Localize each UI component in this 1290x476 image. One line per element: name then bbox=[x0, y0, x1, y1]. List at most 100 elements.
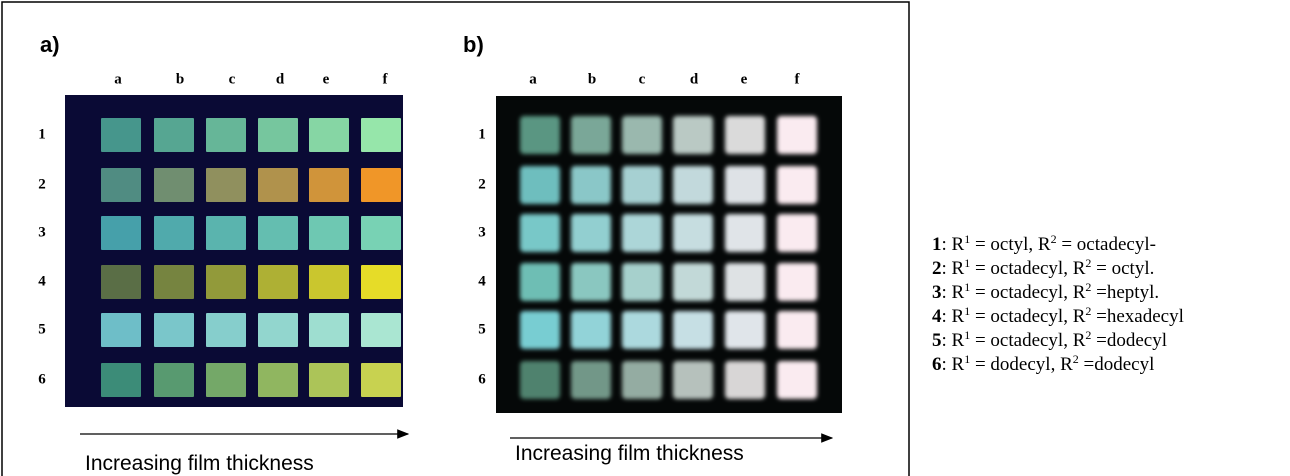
spot bbox=[571, 263, 611, 301]
spot bbox=[622, 311, 662, 349]
spot bbox=[154, 168, 194, 202]
row-label: 3 bbox=[38, 224, 46, 240]
legend-entry: 4: R1 = octadecyl, R2 =hexadecyl bbox=[932, 304, 1184, 327]
spot bbox=[258, 168, 298, 202]
superscript: 1 bbox=[964, 328, 970, 342]
spot bbox=[622, 214, 662, 252]
row-label: 4 bbox=[38, 273, 46, 289]
row-label: 1 bbox=[478, 126, 486, 142]
spot bbox=[673, 214, 713, 252]
spot bbox=[777, 311, 817, 349]
spot bbox=[777, 116, 817, 154]
spot bbox=[725, 263, 765, 301]
caption: Increasing film thickness bbox=[85, 452, 314, 475]
spot bbox=[520, 214, 560, 252]
legend-text: =heptyl. bbox=[1091, 282, 1159, 303]
spot bbox=[622, 166, 662, 204]
legend-text: 5 bbox=[932, 330, 942, 351]
spot bbox=[673, 361, 713, 399]
spot bbox=[571, 311, 611, 349]
row-label: 4 bbox=[478, 273, 486, 289]
spot bbox=[154, 363, 194, 397]
row-label: 2 bbox=[38, 176, 46, 192]
spot bbox=[258, 118, 298, 152]
legend-text: =dodecyl bbox=[1091, 330, 1167, 351]
superscript: 2 bbox=[1085, 304, 1091, 318]
spot bbox=[206, 168, 246, 202]
spot bbox=[571, 361, 611, 399]
spot bbox=[520, 361, 560, 399]
spot bbox=[206, 363, 246, 397]
legend-text: = octadecyl, R bbox=[970, 258, 1086, 279]
spot bbox=[309, 168, 349, 202]
column-label: d bbox=[276, 71, 285, 87]
superscript: 1 bbox=[964, 232, 970, 246]
legend-text: 4 bbox=[932, 306, 942, 327]
row-label: 3 bbox=[478, 224, 486, 240]
superscript: 1 bbox=[964, 352, 970, 366]
column-label: b bbox=[176, 71, 184, 87]
row-label: 5 bbox=[478, 321, 486, 337]
legend-text: = octyl. bbox=[1091, 258, 1154, 279]
legend-text: = octadecyl, R bbox=[970, 306, 1086, 327]
row-label: 6 bbox=[478, 371, 486, 387]
legend-entry: 6: R1 = dodecyl, R2 =dodecyl bbox=[932, 352, 1154, 375]
spot bbox=[101, 363, 141, 397]
spot bbox=[154, 216, 194, 250]
spot bbox=[361, 118, 401, 152]
spot bbox=[154, 265, 194, 299]
legend-entry: 2: R1 = octadecyl, R2 = octyl. bbox=[932, 256, 1154, 279]
spot-array bbox=[520, 116, 817, 399]
spot bbox=[725, 116, 765, 154]
legend-text: : R bbox=[942, 330, 965, 351]
spot bbox=[258, 313, 298, 347]
panel-label: a) bbox=[40, 32, 60, 57]
legend-entry: 5: R1 = octadecyl, R2 =dodecyl bbox=[932, 328, 1167, 351]
superscript: 2 bbox=[1085, 256, 1091, 270]
spot bbox=[725, 166, 765, 204]
superscript: 1 bbox=[964, 256, 970, 270]
legend-text: = octadecyl, R bbox=[970, 282, 1086, 303]
legend-text: = octyl, R bbox=[970, 234, 1051, 255]
spot bbox=[520, 116, 560, 154]
spot bbox=[361, 265, 401, 299]
spot bbox=[206, 313, 246, 347]
spot bbox=[520, 263, 560, 301]
spot bbox=[725, 361, 765, 399]
spot bbox=[777, 263, 817, 301]
spot bbox=[777, 361, 817, 399]
superscript: 2 bbox=[1085, 280, 1091, 294]
spot bbox=[777, 214, 817, 252]
spot bbox=[777, 166, 817, 204]
figure-frame bbox=[1, 1, 910, 476]
panel-label: b) bbox=[463, 32, 484, 57]
spot bbox=[101, 168, 141, 202]
spot bbox=[206, 216, 246, 250]
legend-text: = dodecyl, R bbox=[970, 354, 1073, 375]
spot bbox=[571, 116, 611, 154]
legend-text: =dodecyl bbox=[1079, 354, 1155, 375]
spot bbox=[622, 116, 662, 154]
spot bbox=[309, 118, 349, 152]
spot bbox=[309, 265, 349, 299]
spot bbox=[673, 263, 713, 301]
legend-text: : R bbox=[942, 282, 965, 303]
spot bbox=[673, 311, 713, 349]
spot bbox=[622, 263, 662, 301]
spot bbox=[154, 118, 194, 152]
spot bbox=[361, 313, 401, 347]
spot bbox=[101, 216, 141, 250]
row-label: 6 bbox=[38, 371, 46, 387]
column-label: c bbox=[229, 71, 236, 87]
legend-text: 6 bbox=[932, 354, 942, 375]
column-label: b bbox=[588, 71, 596, 87]
spot bbox=[101, 118, 141, 152]
spot bbox=[101, 313, 141, 347]
legend-entry: 1: R1 = octyl, R2 = octadecyl- bbox=[932, 232, 1156, 255]
superscript: 1 bbox=[964, 280, 970, 294]
spot bbox=[725, 214, 765, 252]
spot bbox=[622, 361, 662, 399]
spot bbox=[571, 166, 611, 204]
column-label: c bbox=[639, 71, 646, 87]
spot bbox=[673, 116, 713, 154]
